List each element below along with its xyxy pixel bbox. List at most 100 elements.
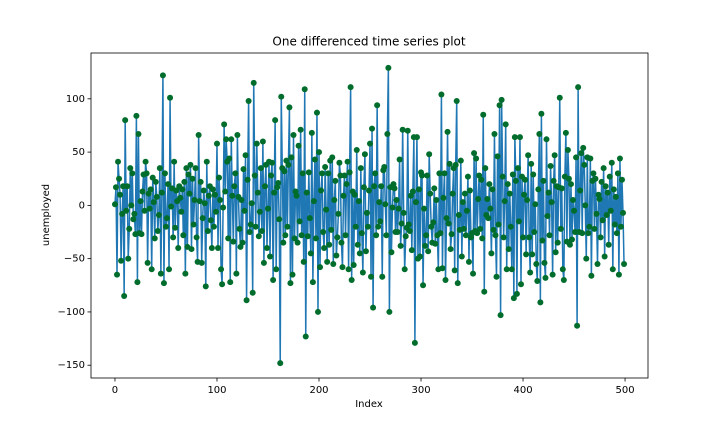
y-tick-label: −100 <box>58 307 85 318</box>
data-point <box>178 208 185 215</box>
data-point <box>521 191 528 198</box>
data-point <box>582 202 589 209</box>
data-point <box>213 140 220 147</box>
data-point <box>312 235 319 242</box>
x-tick-label: 100 <box>207 385 226 396</box>
data-point <box>506 190 513 197</box>
data-point <box>591 225 598 232</box>
data-point <box>613 230 620 237</box>
data-point <box>412 199 419 206</box>
data-point <box>466 187 473 194</box>
data-point <box>284 223 291 230</box>
data-point <box>567 181 574 188</box>
data-point <box>536 130 543 137</box>
data-point <box>276 216 283 223</box>
data-point <box>212 208 219 215</box>
data-point <box>181 178 188 185</box>
data-point <box>191 197 198 204</box>
data-point <box>369 125 376 132</box>
data-point <box>477 225 484 232</box>
data-point <box>602 183 609 190</box>
data-point <box>125 255 132 262</box>
data-point <box>430 219 437 226</box>
data-point <box>381 164 388 171</box>
data-point <box>230 238 237 245</box>
data-point <box>246 229 253 236</box>
data-point <box>441 170 448 177</box>
data-point <box>162 223 169 230</box>
data-point <box>575 84 582 91</box>
data-point <box>600 165 607 172</box>
data-point <box>199 215 206 222</box>
x-axis-label: Index <box>355 399 383 410</box>
y-tick-label: −50 <box>64 254 85 265</box>
data-point <box>543 136 550 143</box>
data-point <box>143 170 150 177</box>
data-point <box>484 195 491 202</box>
data-point <box>342 232 349 239</box>
data-point <box>137 198 144 205</box>
data-point <box>338 239 345 246</box>
data-point <box>258 227 265 234</box>
data-point <box>247 221 254 228</box>
data-point <box>294 239 301 246</box>
data-point <box>166 266 173 273</box>
data-point <box>547 162 554 169</box>
data-point <box>514 165 521 172</box>
data-point <box>607 207 614 214</box>
data-point <box>150 199 157 206</box>
data-point <box>238 197 245 204</box>
data-point <box>433 197 440 204</box>
data-point <box>280 239 287 246</box>
data-point <box>202 283 209 290</box>
data-point <box>225 235 232 242</box>
data-point <box>192 165 199 172</box>
data-point <box>391 185 398 192</box>
data-point <box>219 281 226 288</box>
data-point <box>200 187 207 194</box>
data-point <box>186 190 193 197</box>
data-point <box>422 242 429 249</box>
data-point <box>462 232 469 239</box>
data-point <box>228 136 235 143</box>
data-point <box>318 187 325 194</box>
data-point <box>550 177 557 184</box>
data-point <box>300 258 307 265</box>
data-point <box>581 161 588 168</box>
data-point <box>311 156 318 163</box>
data-point <box>438 91 445 98</box>
data-point <box>121 292 128 299</box>
data-point <box>334 234 341 241</box>
data-point <box>437 230 444 237</box>
data-point <box>549 271 556 278</box>
data-point <box>615 271 622 278</box>
data-point <box>222 188 229 195</box>
data-point <box>182 270 189 277</box>
data-point <box>487 205 494 212</box>
data-point <box>559 266 566 273</box>
data-point <box>301 86 308 93</box>
data-point <box>175 245 182 251</box>
data-point <box>562 129 569 136</box>
data-point <box>402 233 409 240</box>
data-point <box>148 266 155 273</box>
data-point <box>534 278 541 285</box>
data-point <box>373 232 380 239</box>
data-point <box>568 236 575 243</box>
data-point <box>587 155 594 162</box>
data-point <box>535 186 542 193</box>
y-tick-label: −150 <box>58 360 85 371</box>
data-point <box>440 194 447 201</box>
data-point <box>188 246 195 253</box>
data-point <box>343 181 350 188</box>
data-point <box>449 190 456 197</box>
data-point <box>335 210 342 217</box>
data-point <box>400 209 407 216</box>
data-point <box>431 185 438 192</box>
data-point <box>126 225 133 232</box>
data-point <box>486 181 493 188</box>
data-point <box>590 170 597 177</box>
data-point <box>146 205 153 212</box>
data-point <box>245 97 252 104</box>
data-point <box>306 215 313 222</box>
